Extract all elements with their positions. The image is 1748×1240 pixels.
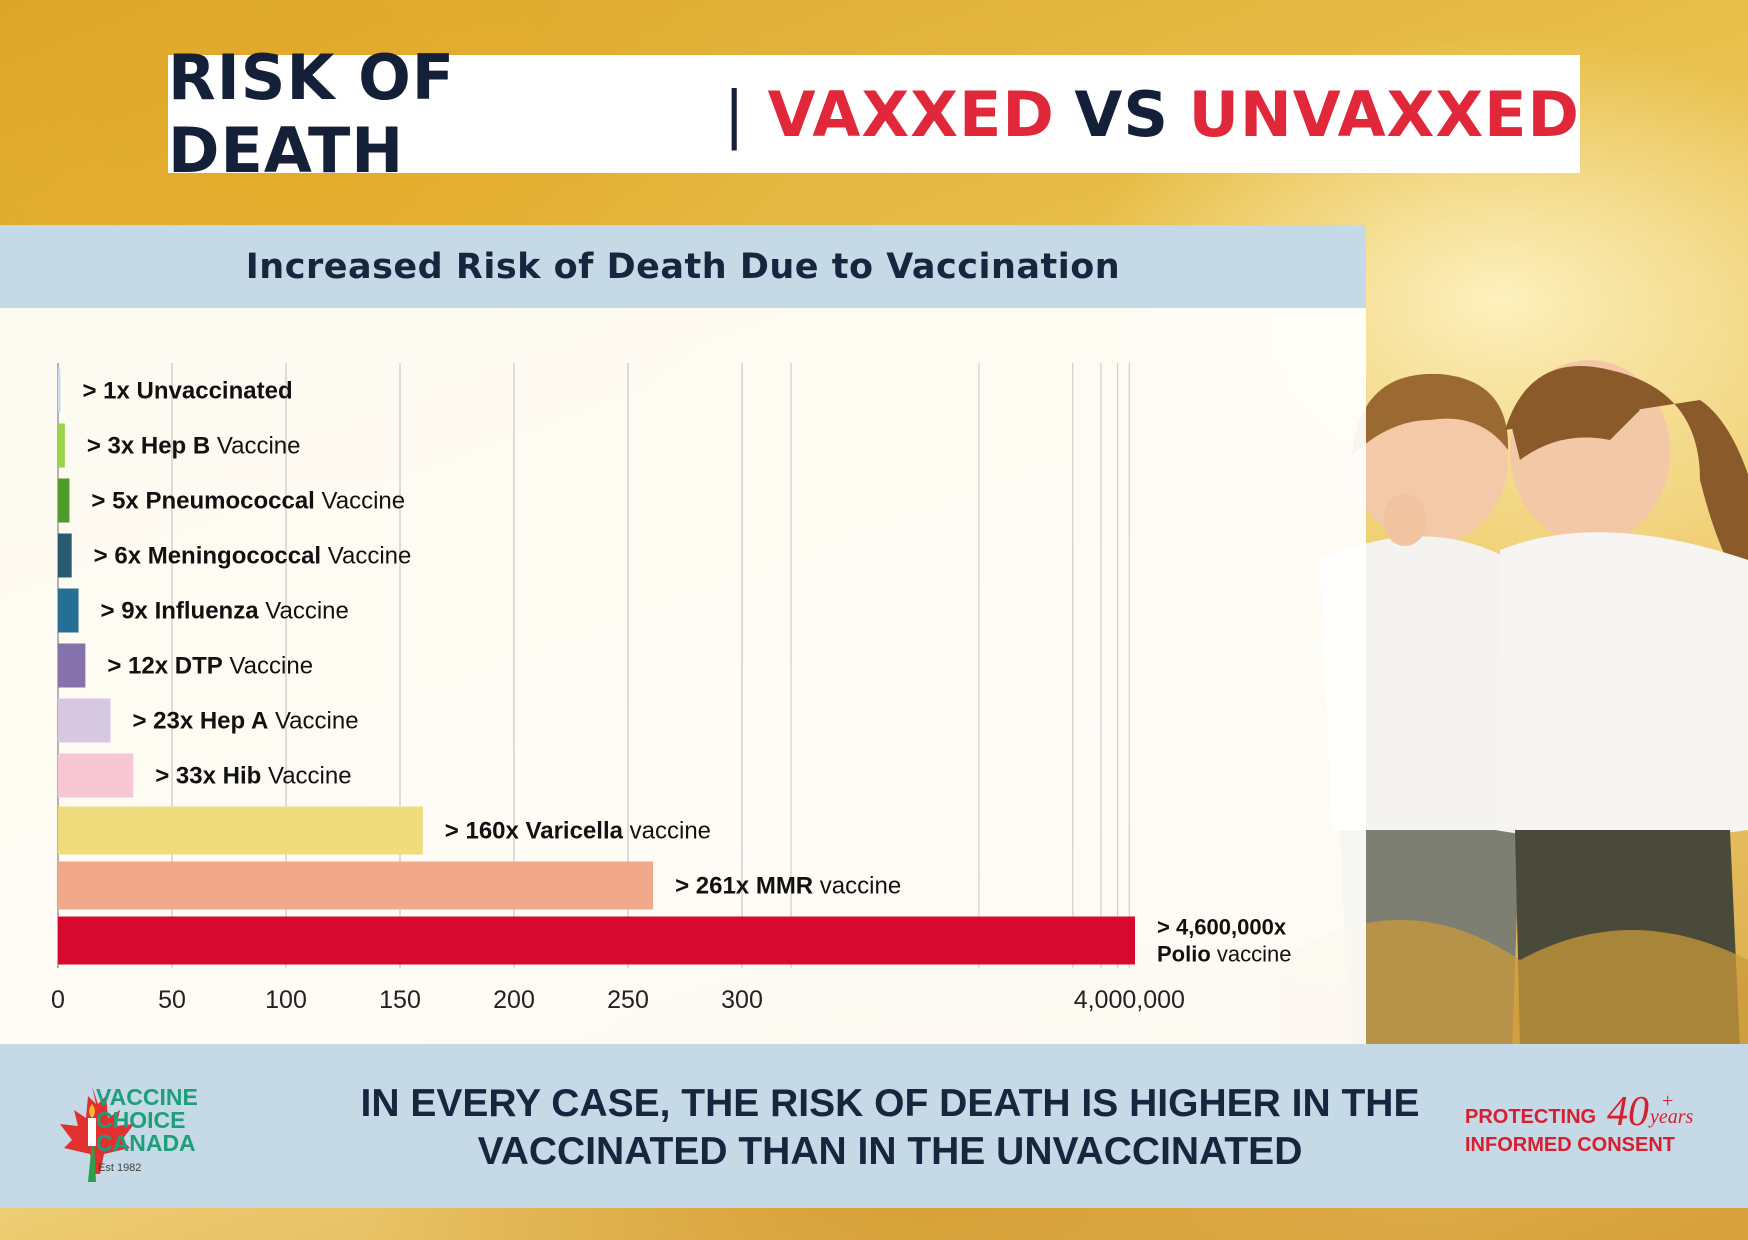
footer-message: IN EVERY CASE, THE RISK OF DEATH IS HIGH… [330, 1080, 1450, 1176]
bar-8 [58, 806, 423, 855]
footer-message-line2: VACCINATED THAN IN THE UNVACCINATED [477, 1130, 1303, 1173]
x-tick-label: 250 [607, 986, 649, 1014]
bar-1 [58, 423, 65, 468]
bar-label-6: > 23x Hep A Vaccine [132, 708, 358, 735]
bar-label-7: > 33x Hib Vaccine [155, 763, 351, 790]
title-part1: RISK OF DEATH [168, 41, 456, 187]
bar-label-8: > 160x Varicella vaccine [445, 818, 711, 845]
bar-6 [58, 698, 111, 743]
title-part4: UNVAXXED [1188, 77, 1580, 151]
title-separator: | [723, 77, 746, 151]
bar-label-2: > 5x Pneumococcal Vaccine [91, 488, 405, 515]
badge-years: years [1650, 1106, 1694, 1128]
bar-chart: > 1x Unvaccinated > 3x Hep B Vaccine > 5x … [51, 363, 1292, 1014]
logo-line2: CHOICE [96, 1107, 186, 1133]
logo-text: VACCINE CHOICE CANADA [96, 1086, 198, 1155]
badge-line1: PROTECTING [1465, 1106, 1597, 1128]
logo-line1: VACCINE [96, 1084, 198, 1110]
bar-5 [58, 643, 86, 688]
footer-banner: VACCINE CHOICE CANADA Est 1982 IN EVERY … [0, 1044, 1748, 1208]
bar-label-10: > 4,600,000x [1157, 915, 1287, 940]
anniversary-badge: PROTECTING 40 + years INFORMED CONSENT [1465, 1089, 1725, 1174]
bar-label-9: > 261x MMR vaccine [675, 873, 901, 900]
bar-label-0: > 1x Unvaccinated [83, 378, 293, 405]
x-tick-label: 100 [265, 986, 307, 1014]
x-tick-label: 0 [51, 986, 65, 1014]
bar-label-10-line2: Polio vaccine [1157, 942, 1292, 967]
logo-est: Est 1982 [98, 1162, 142, 1174]
bar-label-1: > 3x Hep B Vaccine [87, 433, 301, 460]
x-tick-label: 150 [379, 986, 421, 1014]
bar-2 [58, 478, 70, 523]
logo-line3: CANADA [96, 1130, 196, 1156]
bar-9 [58, 861, 654, 910]
bar-7 [58, 753, 134, 798]
bar-3 [58, 533, 72, 578]
x-tick-label: 300 [721, 986, 763, 1014]
bar-4 [58, 588, 79, 633]
bar-label-4: > 9x Influenza Vaccine [101, 598, 349, 625]
chart-panel: > 1x Unvaccinated > 3x Hep B Vaccine > 5x … [0, 308, 1366, 1044]
badge-number: 40 [1607, 1089, 1649, 1135]
children-photo [1280, 360, 1748, 1050]
badge-line2: INFORMED CONSENT [1465, 1134, 1675, 1156]
title-part3: VS [1074, 77, 1170, 151]
title-part2: VAXXED [767, 77, 1055, 151]
bar-label-3: > 6x Meningococcal Vaccine [94, 543, 412, 570]
footer-message-line1: IN EVERY CASE, THE RISK OF DEATH IS HIGH… [360, 1082, 1420, 1125]
bar-0 [58, 368, 61, 413]
bar-10 [58, 916, 1135, 965]
x-tick-label: 200 [493, 986, 535, 1014]
x-tick-label: 4,000,000 [1074, 986, 1185, 1014]
badge-plus: + [1662, 1090, 1674, 1112]
x-tick-label: 50 [158, 986, 186, 1014]
page-title: RISK OF DEATH | VAXXED VS UNVAXXED [168, 41, 1580, 187]
bar-label-5: > 12x DTP Vaccine [107, 653, 313, 680]
maple-leaf-logo-icon [60, 1086, 134, 1182]
chart-title: Increased Risk of Death Due to Vaccinati… [0, 225, 1366, 308]
